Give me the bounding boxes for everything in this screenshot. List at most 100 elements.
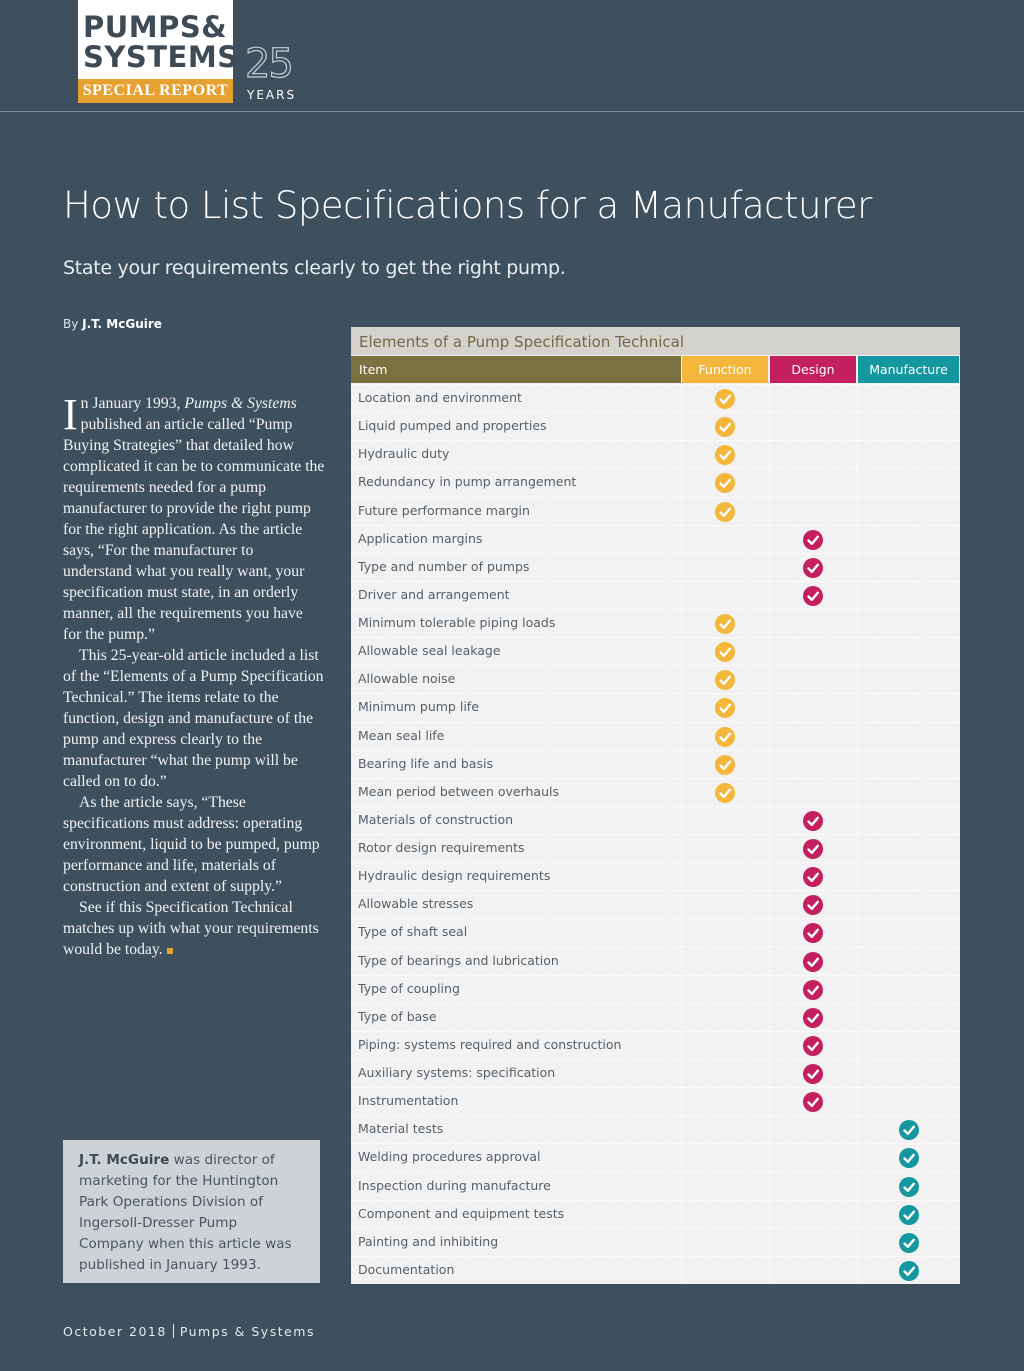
- anniversary: 25: [244, 41, 294, 87]
- check-circle: [803, 810, 823, 831]
- check-circle: [803, 1035, 823, 1056]
- row-divider: [351, 1059, 960, 1060]
- row-divider: [351, 384, 960, 385]
- row-divider: [351, 1171, 960, 1173]
- check-mark: [803, 585, 823, 606]
- row-divider: [351, 1227, 960, 1229]
- check-mark: [898, 1148, 919, 1169]
- check-tick: [719, 704, 731, 714]
- drop-cap: I: [63, 390, 78, 439]
- check-circle: [803, 1007, 823, 1028]
- check-tick: [719, 479, 731, 489]
- check-tick: [719, 619, 731, 630]
- check-mark: [803, 810, 823, 831]
- row-divider: [351, 834, 960, 835]
- check-tick: [719, 647, 731, 658]
- special-report: SPECIAL REPORT: [78, 79, 233, 103]
- row-divider: [351, 946, 960, 948]
- row-divider: [351, 805, 960, 807]
- row-label: Future performance margin: [358, 502, 530, 518]
- row-label: Welding procedures approval: [358, 1149, 541, 1165]
- column-header: Design: [770, 356, 856, 383]
- text-run: n January 1993,: [80, 395, 185, 412]
- subtitle: State your requirements clearly to get t…: [63, 257, 566, 279]
- check-mark: [898, 1176, 919, 1197]
- row-label: Type of coupling: [358, 980, 460, 996]
- check-mark: [715, 782, 735, 803]
- check-circle: [898, 1148, 919, 1169]
- row-label: Component and equipment tests: [358, 1205, 565, 1221]
- footer: October 2018 Pumps & Systems: [63, 1324, 315, 1339]
- row-divider: [351, 440, 960, 442]
- paragraph: This 25-year-old article included a list…: [63, 645, 325, 792]
- row-label: Hydraulic duty: [358, 446, 450, 462]
- author-bio: J.T. McGuire was director of marketing f…: [63, 1140, 320, 1283]
- check-tick: [902, 1238, 915, 1248]
- check-tick: [719, 760, 731, 770]
- byline: By J.T. McGuire: [63, 317, 162, 331]
- bio-text: was director of marketing for the Huntin…: [79, 1152, 292, 1273]
- check-tick: [807, 900, 819, 911]
- check-tick: [807, 535, 819, 545]
- check-circle: [715, 642, 735, 663]
- row-divider: [351, 637, 960, 639]
- footer-publication: Pumps & Systems: [179, 1324, 315, 1339]
- row-label: Mean seal life: [358, 727, 445, 743]
- bio-name: J.T. McGuire: [79, 1152, 170, 1168]
- row-label: Instrumentation: [358, 1093, 459, 1109]
- row-label: Location and environment: [358, 390, 522, 405]
- check-mark: [803, 1064, 823, 1085]
- check-circle: [803, 895, 823, 916]
- row-label: Materials of construction: [358, 811, 514, 827]
- row-label: Minimum pump life: [358, 699, 479, 715]
- check-tick: [807, 1097, 819, 1108]
- check-tick: [902, 1125, 915, 1136]
- check-circle: [898, 1232, 919, 1253]
- check-circle: [715, 473, 735, 494]
- check-circle: [898, 1204, 919, 1225]
- check-circle: [803, 951, 823, 972]
- footer-date: October 2018: [63, 1324, 167, 1339]
- check-tick: [807, 872, 819, 883]
- check-mark: [803, 1007, 823, 1028]
- check-circle: [803, 979, 823, 1000]
- row-divider: [351, 777, 960, 779]
- check-tick: [719, 732, 731, 742]
- check-mark: [715, 726, 735, 747]
- check-circle: [715, 614, 735, 635]
- check-mark: [803, 895, 823, 916]
- row-label: Allowable seal leakage: [358, 643, 501, 659]
- row-divider: [351, 1143, 960, 1145]
- paragraph: See if this Specification Technical matc…: [63, 897, 325, 960]
- row-divider: [351, 524, 960, 526]
- check-mark: [898, 1120, 919, 1141]
- row-label: Driver and arrangement: [358, 586, 510, 602]
- check-tick: [807, 1041, 819, 1051]
- row-label: Bearing life and basis: [358, 755, 493, 771]
- row-label: Minimum tolerable piping loads: [358, 615, 556, 630]
- check-circle: [715, 754, 735, 775]
- check-tick: [902, 1182, 915, 1192]
- logo-text: PUMPS&: [83, 10, 228, 44]
- check-circle: [715, 726, 735, 747]
- row-divider: [351, 721, 960, 723]
- row-label: Auxiliary systems: specification: [358, 1065, 556, 1080]
- text-run: published an article called “Pump Buying…: [63, 416, 325, 643]
- check-circle: [803, 1064, 823, 1085]
- row-label: Redundancy in pump arrangement: [358, 474, 577, 490]
- row-label: Inspection during manufacture: [358, 1177, 551, 1193]
- check-circle: [715, 389, 735, 410]
- title: How to List Specifications for a Manufac…: [63, 184, 872, 227]
- row-divider: [351, 890, 960, 892]
- anniversary-word: YEARS: [247, 88, 297, 102]
- check-tick: [807, 816, 819, 826]
- check-tick: [807, 957, 819, 967]
- row-divider: [351, 974, 960, 976]
- row-label: Allowable noise: [358, 671, 456, 687]
- check-mark: [715, 473, 735, 494]
- check-mark: [803, 923, 823, 944]
- check-circle: [715, 501, 735, 522]
- check-tick: [902, 1210, 915, 1220]
